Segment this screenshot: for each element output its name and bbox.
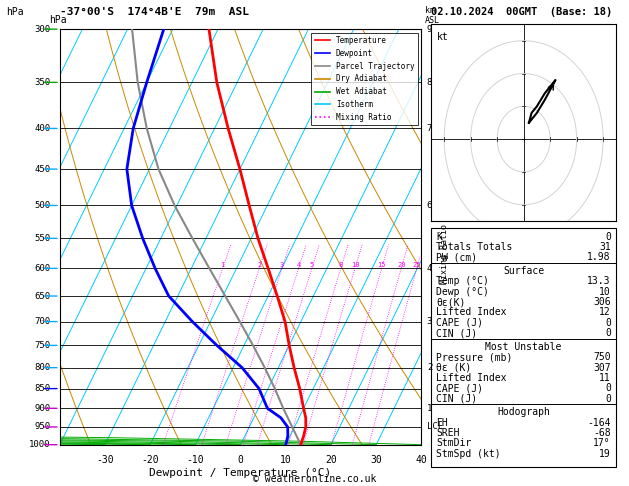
Text: CAPE (J): CAPE (J) [437,383,484,393]
Text: 650: 650 [35,292,51,300]
Text: CAPE (J): CAPE (J) [437,318,484,328]
Text: 2: 2 [257,262,262,268]
Text: -30: -30 [96,455,114,465]
Text: 0: 0 [238,455,243,465]
Text: 4: 4 [427,264,432,273]
Text: 8: 8 [427,78,432,87]
Text: © weatheronline.co.uk: © weatheronline.co.uk [253,473,376,484]
Text: Surface: Surface [503,266,544,276]
Text: 3: 3 [427,317,432,326]
Text: 13.3: 13.3 [587,276,611,286]
Text: 8: 8 [338,262,343,268]
Text: CIN (J): CIN (J) [437,328,477,338]
Text: 5: 5 [309,262,314,268]
Text: K: K [437,231,442,242]
Text: 400: 400 [35,124,51,133]
Text: θε(K): θε(K) [437,297,466,307]
Text: Mixing Ratio (g/kg): Mixing Ratio (g/kg) [440,190,450,284]
Text: 900: 900 [35,404,51,413]
Text: Dewp (°C): Dewp (°C) [437,287,489,296]
Text: Pressure (mb): Pressure (mb) [437,352,513,362]
Text: Totals Totals: Totals Totals [437,242,513,252]
Text: Dewpoint / Temperature (°C): Dewpoint / Temperature (°C) [150,468,331,478]
Text: 3: 3 [280,262,284,268]
Text: 20: 20 [397,262,406,268]
Text: 7: 7 [427,124,432,133]
Text: StmSpd (kt): StmSpd (kt) [437,449,501,459]
Text: 40: 40 [416,455,427,465]
Text: CIN (J): CIN (J) [437,394,477,404]
Text: 950: 950 [35,422,51,432]
Text: 12: 12 [599,308,611,317]
Text: 850: 850 [35,384,51,393]
Text: 9: 9 [427,25,432,34]
Text: 0: 0 [605,394,611,404]
Text: 450: 450 [35,165,51,174]
Text: 4: 4 [296,262,301,268]
Text: StmDir: StmDir [437,438,472,449]
Text: 1.98: 1.98 [587,252,611,262]
Text: Temp (°C): Temp (°C) [437,276,489,286]
Text: 15: 15 [377,262,386,268]
Text: 1: 1 [427,404,432,413]
Text: -68: -68 [593,428,611,438]
Text: 0: 0 [605,383,611,393]
Text: hPa: hPa [6,7,24,17]
Text: -164: -164 [587,417,611,428]
Text: 700: 700 [35,317,51,326]
Text: 10: 10 [280,455,292,465]
Text: 750: 750 [593,352,611,362]
Text: 1000: 1000 [29,440,51,449]
Text: Most Unstable: Most Unstable [486,342,562,352]
Text: 6: 6 [427,201,432,210]
Text: kt: kt [437,32,448,42]
Text: 10: 10 [599,287,611,296]
Text: 0: 0 [605,328,611,338]
Text: 25: 25 [413,262,421,268]
Text: -10: -10 [187,455,204,465]
Text: -20: -20 [142,455,159,465]
Text: 550: 550 [35,234,51,243]
Text: hPa: hPa [49,15,67,25]
Text: θε (K): θε (K) [437,363,472,373]
Text: EH: EH [437,417,448,428]
Text: 750: 750 [35,341,51,350]
Text: 600: 600 [35,264,51,273]
Text: 300: 300 [35,25,51,34]
Text: -37°00'S  174°4B'E  79m  ASL: -37°00'S 174°4B'E 79m ASL [60,7,248,17]
Text: 800: 800 [35,363,51,372]
Legend: Temperature, Dewpoint, Parcel Trajectory, Dry Adiabat, Wet Adiabat, Isotherm, Mi: Temperature, Dewpoint, Parcel Trajectory… [311,33,418,125]
Text: 350: 350 [35,78,51,87]
Text: 11: 11 [599,373,611,383]
Text: 31: 31 [599,242,611,252]
Text: 2: 2 [427,363,432,372]
Text: Lifted Index: Lifted Index [437,308,507,317]
Text: 30: 30 [370,455,382,465]
Text: 02.10.2024  00GMT  (Base: 18): 02.10.2024 00GMT (Base: 18) [431,7,612,17]
Text: 0: 0 [605,318,611,328]
Text: 306: 306 [593,297,611,307]
Text: 0: 0 [605,231,611,242]
Text: 307: 307 [593,363,611,373]
Text: 17°: 17° [593,438,611,449]
Text: 20: 20 [325,455,337,465]
Text: LCL: LCL [427,422,443,432]
Text: PW (cm): PW (cm) [437,252,477,262]
Text: km
ASL: km ASL [425,6,440,25]
Text: 500: 500 [35,201,51,210]
Text: 1: 1 [221,262,225,268]
Text: Lifted Index: Lifted Index [437,373,507,383]
Text: 19: 19 [599,449,611,459]
Text: 10: 10 [351,262,359,268]
Text: SREH: SREH [437,428,460,438]
Text: Hodograph: Hodograph [497,407,550,417]
